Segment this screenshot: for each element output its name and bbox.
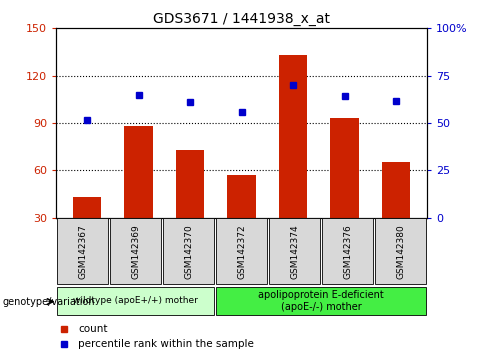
Bar — [216, 287, 426, 315]
Bar — [227, 175, 256, 265]
Bar — [73, 197, 101, 265]
Bar — [124, 126, 153, 265]
Text: GSM142367: GSM142367 — [78, 224, 87, 279]
Text: count: count — [79, 324, 108, 334]
Text: GSM142376: GSM142376 — [343, 224, 352, 279]
Text: GSM142372: GSM142372 — [237, 224, 246, 279]
Bar — [57, 218, 108, 284]
Bar — [216, 218, 267, 284]
Bar — [57, 287, 214, 315]
Text: GSM142370: GSM142370 — [184, 224, 193, 279]
Title: GDS3671 / 1441938_x_at: GDS3671 / 1441938_x_at — [153, 12, 330, 26]
Text: GSM142380: GSM142380 — [396, 224, 405, 279]
Text: wildtype (apoE+/+) mother: wildtype (apoE+/+) mother — [73, 296, 198, 306]
Bar — [382, 162, 410, 265]
Bar — [163, 218, 214, 284]
Text: percentile rank within the sample: percentile rank within the sample — [79, 339, 254, 349]
Bar — [330, 118, 359, 265]
Bar — [269, 218, 320, 284]
Bar — [279, 55, 307, 265]
Bar — [110, 218, 161, 284]
Bar — [322, 218, 373, 284]
Text: genotype/variation: genotype/variation — [2, 297, 95, 307]
Bar — [375, 218, 426, 284]
Bar — [176, 150, 204, 265]
Text: GSM142369: GSM142369 — [131, 224, 140, 279]
Text: GSM142374: GSM142374 — [290, 224, 299, 279]
Text: apolipoprotein E-deficient
(apoE-/-) mother: apolipoprotein E-deficient (apoE-/-) mot… — [258, 290, 384, 312]
